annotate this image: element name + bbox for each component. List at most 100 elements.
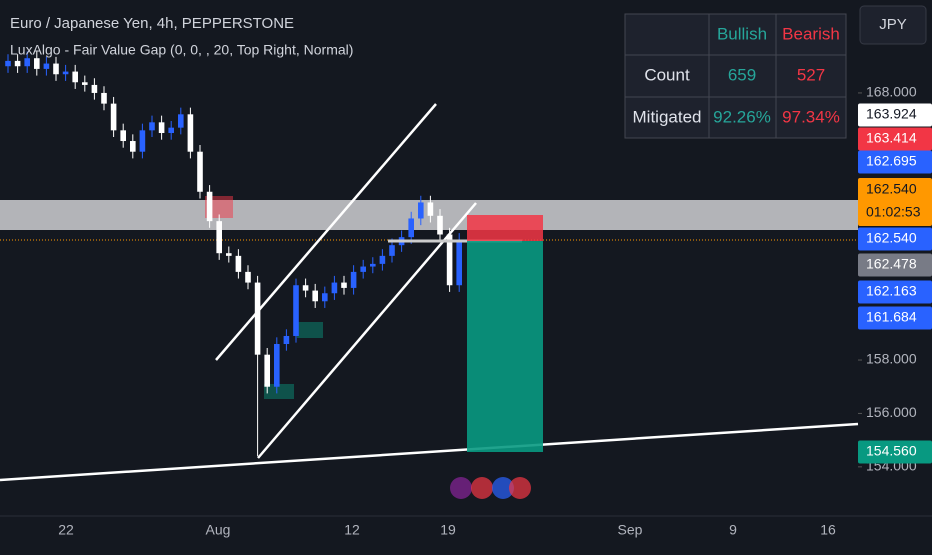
fvg-bullish xyxy=(297,322,323,338)
candle-body xyxy=(408,218,414,238)
event-icon[interactable] xyxy=(509,477,531,499)
countdown-label: 01:02:53 xyxy=(866,204,921,220)
table-cell: 97.34% xyxy=(782,107,840,126)
candle-body xyxy=(360,266,366,272)
x-tick-label: 9 xyxy=(729,522,737,538)
candle-body xyxy=(82,82,88,85)
table-header: Bearish xyxy=(782,24,840,43)
table-row-label: Mitigated xyxy=(633,107,702,126)
price-label-bg xyxy=(858,103,932,127)
candle-body xyxy=(34,58,40,69)
candle-body xyxy=(158,122,165,134)
x-tick-label: Sep xyxy=(618,522,643,538)
candles xyxy=(5,51,462,457)
candle-body xyxy=(322,293,328,302)
candle-body xyxy=(350,271,357,288)
price-label-bg xyxy=(858,127,932,151)
currency-button[interactable] xyxy=(859,5,927,45)
price-label: 162.695 xyxy=(866,153,917,169)
x-tick-label: Aug xyxy=(206,522,231,538)
channel-line xyxy=(215,103,437,361)
y-tick-label: 158.000 xyxy=(866,351,917,367)
candle-body xyxy=(62,71,69,75)
candle-body xyxy=(264,354,270,387)
candle-body xyxy=(130,141,136,152)
fvg-bullish xyxy=(264,384,294,399)
target-zone xyxy=(467,241,543,452)
candle-body xyxy=(197,151,203,192)
candle-body xyxy=(178,114,184,128)
candle-body xyxy=(370,263,376,267)
event-icon[interactable] xyxy=(471,477,493,499)
candle-body xyxy=(43,63,50,69)
candle-body xyxy=(418,202,424,219)
candle-body xyxy=(283,335,290,344)
candle-body xyxy=(14,60,21,67)
price-label-bg xyxy=(858,178,932,226)
drawings xyxy=(0,103,859,499)
x-tick-label: 19 xyxy=(440,522,456,538)
candle-body xyxy=(5,60,11,67)
candle-body xyxy=(389,245,395,256)
price-label: 163.924 xyxy=(866,106,917,122)
x-tick-label: 22 xyxy=(58,522,74,538)
table-cell: 527 xyxy=(797,65,825,84)
fvg-table: Bullish Bearish Count 659 527 Mitigated … xyxy=(624,13,847,139)
candle-body xyxy=(72,71,78,83)
candle-body xyxy=(456,239,462,286)
stop-zone xyxy=(467,215,543,241)
x-tick-label: 16 xyxy=(820,522,836,538)
price-label-bg xyxy=(858,150,932,174)
price-label: 161.684 xyxy=(866,309,917,325)
candle-body xyxy=(446,234,453,286)
price-label-bg xyxy=(858,440,932,464)
candle-body xyxy=(341,282,347,288)
candle-body xyxy=(226,253,232,256)
currency-label[interactable]: JPY xyxy=(879,16,907,33)
table-row-label: Count xyxy=(644,65,690,84)
price-label-bg xyxy=(858,227,932,251)
price-label: 162.540 xyxy=(866,181,917,197)
indicator-title: LuxAlgo - Fair Value Gap (0, 0, , 20, To… xyxy=(10,42,353,58)
candle-body xyxy=(110,103,117,131)
symbol-title: Euro / Japanese Yen, 4h, PEPPERSTONE xyxy=(10,15,294,32)
candle-body xyxy=(293,285,299,336)
candle-body xyxy=(379,255,386,264)
price-label: 163.414 xyxy=(866,130,917,146)
candle-body xyxy=(245,271,251,283)
candle-body xyxy=(24,58,30,67)
candle-body xyxy=(235,255,242,272)
price-label: 162.540 xyxy=(866,230,917,246)
candle-body xyxy=(91,84,98,93)
candle-body xyxy=(101,92,107,104)
candle-body xyxy=(437,215,443,235)
candle-body xyxy=(312,290,318,302)
price-label: 154.560 xyxy=(866,443,917,459)
candle-body xyxy=(302,285,309,291)
x-tick-label: 12 xyxy=(344,522,360,538)
y-tick-label: 168.000 xyxy=(866,84,917,100)
price-label: 162.478 xyxy=(866,256,917,272)
candle-body xyxy=(139,130,146,152)
table-bg xyxy=(624,13,847,139)
table-cell: 92.26% xyxy=(713,107,771,126)
candle-body xyxy=(53,63,59,75)
table-cell: 659 xyxy=(728,65,756,84)
event-icon[interactable] xyxy=(492,477,514,499)
candle-body xyxy=(206,191,213,222)
price-label-bg xyxy=(858,306,932,330)
table-header: Bullish xyxy=(717,24,767,43)
event-icon[interactable] xyxy=(450,477,472,499)
trend-line xyxy=(0,422,859,482)
price-label: 162.163 xyxy=(866,283,917,299)
candle-body xyxy=(274,344,280,387)
time-axis: 22 Aug 12 19 Sep 9 16 xyxy=(0,515,932,538)
candle-body xyxy=(149,122,155,131)
y-tick-label: 156.000 xyxy=(866,404,917,420)
candle-body xyxy=(254,282,261,355)
candle-body xyxy=(168,127,174,134)
channel-line xyxy=(257,202,477,459)
candle-body xyxy=(216,221,222,254)
